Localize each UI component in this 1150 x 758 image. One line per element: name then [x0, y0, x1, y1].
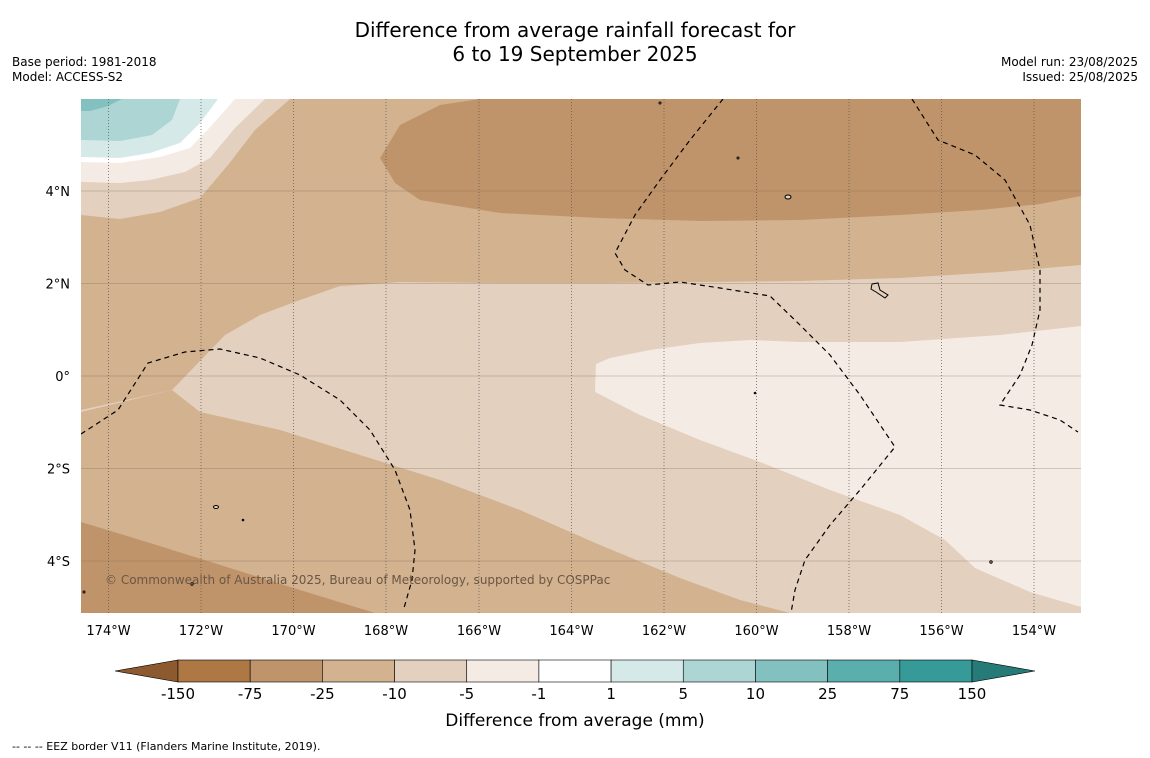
island-6	[753, 391, 757, 395]
colorbar-tick-label: -25	[310, 685, 335, 703]
lat-label-4s: 4°S	[47, 555, 70, 570]
island-3	[213, 505, 219, 509]
longitude-labels: 174°W 172°W 170°W 168°W 166°W 164°W 162°…	[86, 624, 1056, 639]
colorbar-tick-label: 5	[678, 685, 688, 703]
issued-date: Issued: 25/08/2025	[1022, 70, 1138, 84]
region-minus25-minus10-south	[81, 390, 790, 613]
title-line-1: Difference from average rainfall forecas…	[354, 18, 796, 42]
eez-border-central	[614, 99, 896, 613]
region-plus5-plus10	[81, 99, 180, 141]
colorbar-tick-label: -10	[382, 685, 407, 703]
colorbar-swatch	[177, 659, 251, 683]
lat-label-2n: 2°N	[46, 278, 71, 293]
island-9	[989, 560, 993, 564]
lon-label-172w: 172°W	[179, 624, 223, 639]
region-minus5-minus1	[595, 326, 1081, 607]
colorbar-swatch	[538, 659, 612, 683]
island-2	[870, 282, 889, 299]
lat-label-2s: 2°S	[47, 463, 70, 478]
title-line-2: 6 to 19 September 2025	[452, 42, 698, 66]
lon-label-166w: 166°W	[457, 624, 501, 639]
eez-border-west	[81, 348, 416, 609]
region-minus75-minus25-north	[380, 99, 1081, 221]
lat-label-0: 0°	[55, 370, 70, 385]
lon-label-162w: 162°W	[642, 624, 686, 639]
colorbar-tick-label: -75	[238, 685, 263, 703]
colorbar-swatch	[466, 659, 540, 683]
region-minus75-minus25-south	[81, 522, 375, 613]
model-name: Model: ACCESS-S2	[12, 70, 124, 84]
lon-label-168w: 168°W	[364, 624, 408, 639]
colorbar-arrow-low	[114, 659, 179, 683]
lon-label-156w: 156°W	[919, 624, 963, 639]
colorbar-tick-label: -5	[459, 685, 474, 703]
lon-label-170w: 170°W	[271, 624, 315, 639]
model-run: Model run: 23/08/2025	[1000, 55, 1138, 69]
lon-label-154w: 154°W	[1012, 624, 1056, 639]
lat-label-4n: 4°N	[46, 185, 71, 200]
region-plus10-plus25	[81, 99, 122, 111]
latitude-gridlines	[81, 190, 1081, 562]
colorbar-swatch	[322, 659, 395, 683]
colorbar-tick-label: -1	[531, 685, 546, 703]
model-info: Base period: 1981-2018 Model: ACCESS-S2	[12, 55, 157, 85]
colorbar-swatch	[682, 659, 756, 683]
eez-borders	[81, 99, 1079, 613]
colorbar-swatch	[610, 659, 684, 683]
colorbar-tick-label: 25	[818, 685, 837, 703]
lon-label-174w: 174°W	[86, 624, 130, 639]
island-1	[784, 194, 792, 200]
colorbar-swatch	[249, 659, 323, 683]
colorbar-swatch	[394, 659, 468, 683]
lon-label-158w: 158°W	[827, 624, 871, 639]
colorbar-arrow-high	[971, 659, 1036, 683]
base-period: Base period: 1981-2018	[12, 55, 157, 69]
copyright-notice: © Commonwealth of Australia 2025, Bureau…	[105, 573, 610, 587]
colorbar-tick-label: 75	[890, 685, 909, 703]
colorbar-tick-label: 10	[746, 685, 765, 703]
colorbar-tick-labels: -150 -75 -25 -10 -5 -1 1 5 10 25 75 150	[161, 685, 986, 703]
colorbar-tick-label: -150	[161, 685, 195, 703]
island-7	[241, 518, 245, 522]
colorbar-tick-label: 1	[606, 685, 616, 703]
island-4	[658, 101, 662, 105]
colorbar-tick-label: 150	[958, 685, 987, 703]
colorbar-title: Difference from average (mm)	[445, 711, 704, 731]
rainfall-map-area: © Commonwealth of Australia 2025, Bureau…	[81, 99, 1081, 613]
colorbar-swatch	[827, 659, 901, 683]
island-8	[190, 582, 194, 586]
run-info: Model run: 23/08/2025 Issued: 25/08/2025	[1001, 55, 1138, 85]
colorbar-swatch	[899, 659, 973, 683]
colorbar	[114, 659, 1036, 683]
colorbar-swatch	[755, 659, 828, 683]
islands	[82, 101, 993, 594]
lon-label-160w: 160°W	[734, 624, 778, 639]
eez-legend-note: -- -- -- EEZ border V11 (Flanders Marine…	[12, 740, 321, 753]
latitude-labels: 4°N 2°N 0° 2°S 4°S	[46, 185, 71, 570]
lon-label-164w: 164°W	[549, 624, 593, 639]
map-title: Difference from average rainfall forecas…	[0, 18, 1150, 66]
eez-border-east	[911, 99, 1079, 433]
island-5	[736, 156, 740, 160]
island-10	[82, 590, 86, 594]
